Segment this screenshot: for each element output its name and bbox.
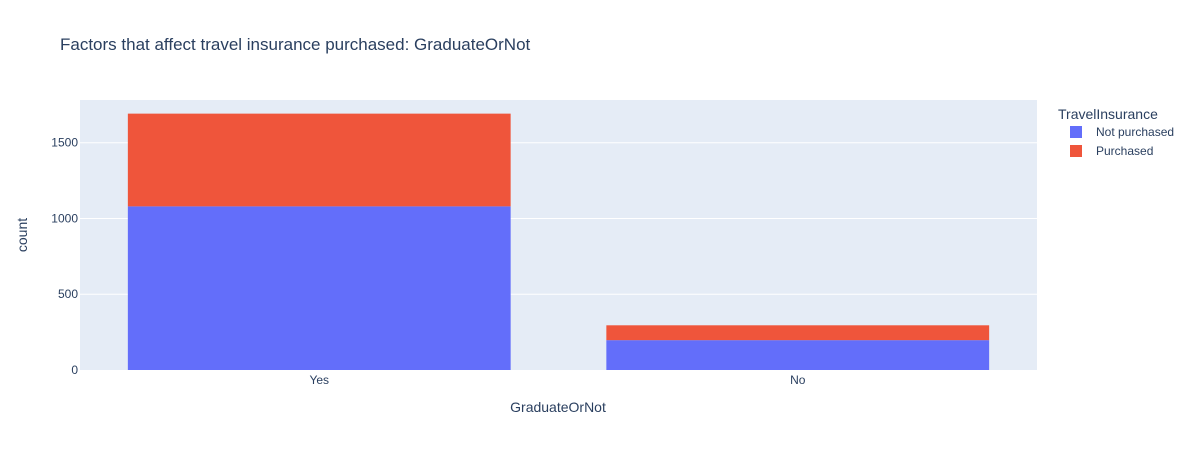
chart-title: Factors that affect travel insurance pur… <box>60 35 531 54</box>
y-axis-ticks: 0 500 1000 1500 <box>51 136 78 377</box>
x-axis-ticks: Yes No <box>309 373 805 387</box>
legend: TravelInsurance Not purchased Purchased <box>1058 106 1174 158</box>
x-tick-label: No <box>790 373 806 387</box>
y-tick-label: 500 <box>58 287 78 301</box>
y-tick-label: 0 <box>71 363 78 377</box>
bars <box>127 113 990 370</box>
x-tick-label: Yes <box>309 373 329 387</box>
bar-yes-purchased[interactable] <box>127 113 511 207</box>
legend-label[interactable]: Purchased <box>1096 144 1153 158</box>
bar-yes-not-purchased[interactable] <box>127 206 511 370</box>
legend-title: TravelInsurance <box>1058 106 1158 122</box>
y-tick-label: 1500 <box>51 136 78 150</box>
legend-swatch-purchased[interactable] <box>1070 145 1082 157</box>
x-axis-title: GraduateOrNot <box>510 399 606 415</box>
bar-no-purchased[interactable] <box>606 325 990 341</box>
legend-swatch-not-purchased[interactable] <box>1070 126 1082 138</box>
y-axis-title: count <box>14 218 30 252</box>
bar-no-not-purchased[interactable] <box>606 340 990 370</box>
legend-label[interactable]: Not purchased <box>1096 125 1174 139</box>
y-tick-label: 1000 <box>51 211 78 225</box>
